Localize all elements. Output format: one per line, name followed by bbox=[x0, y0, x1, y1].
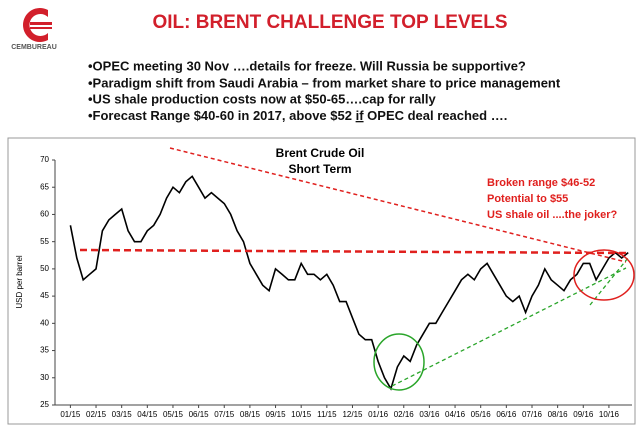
annotation: Potential to $55 bbox=[487, 193, 568, 205]
x-tick-label: 10/15 bbox=[291, 410, 312, 419]
y-tick-label: 25 bbox=[40, 400, 49, 409]
annotation-shapes bbox=[79, 147, 635, 391]
x-tick-label: 01/16 bbox=[368, 410, 389, 419]
x-tick-label: 06/16 bbox=[496, 410, 517, 419]
y-tick-label: 45 bbox=[40, 291, 49, 300]
x-tick-label: 04/15 bbox=[137, 410, 158, 419]
y-tick-label: 60 bbox=[40, 210, 49, 219]
x-tick-label: 11/15 bbox=[317, 410, 337, 419]
x-tick-label: 04/16 bbox=[445, 410, 466, 419]
x-tick-label: 10/16 bbox=[599, 410, 620, 419]
bullet: •Paradigm shift from Saudi Arabia – from… bbox=[88, 75, 561, 90]
bullet: •Forecast Range $40-60 in 2017, above $5… bbox=[88, 108, 507, 123]
x-tick-label: 08/16 bbox=[548, 410, 569, 419]
chart-subtitle: Short Term bbox=[288, 162, 351, 176]
x-tick-label: 05/15 bbox=[163, 410, 184, 419]
chart-title: Brent Crude Oil bbox=[276, 146, 365, 160]
bullet-part: OPEC deal reached …. bbox=[364, 108, 508, 123]
x-tick-label: 09/15 bbox=[266, 410, 287, 419]
y-axis-label: USD per barrel bbox=[15, 255, 24, 309]
logo-mark bbox=[23, 8, 52, 42]
annotation: Broken range $46-52 bbox=[487, 177, 595, 189]
slide-title: OIL: BRENT CHALLENGE TOP LEVELS bbox=[152, 12, 507, 33]
x-tick-label: 07/16 bbox=[522, 410, 543, 419]
chart-frame bbox=[7, 137, 636, 425]
x-tick-label: 01/15 bbox=[60, 410, 81, 419]
y-tick-label: 35 bbox=[40, 346, 49, 355]
bullet-part: •Forecast Range $40-60 in 2017, above $5… bbox=[88, 108, 356, 123]
x-tick-label: 05/16 bbox=[471, 410, 492, 419]
price-line bbox=[69, 175, 629, 391]
x-tick-label: 08/15 bbox=[240, 410, 261, 419]
x-tick-label: 03/15 bbox=[112, 410, 133, 419]
bullet: •OPEC meeting 30 Nov ….details for freez… bbox=[88, 58, 526, 73]
annotation: US shale oil ....the joker? bbox=[487, 209, 617, 221]
x-tick-label: 12/15 bbox=[342, 410, 363, 419]
y-tick-label: 65 bbox=[40, 182, 49, 191]
y-tick-label: 50 bbox=[40, 264, 49, 273]
x-tick-label: 06/15 bbox=[189, 410, 210, 419]
plot: 25 30 35 40 45 50 55 60 65 70 01/15 02/15 03/15 04/15… bbox=[40, 155, 632, 419]
y-tick-label: 70 bbox=[40, 155, 49, 164]
x-tick-label: 03/16 bbox=[419, 410, 440, 419]
bullet-emphasis: if bbox=[356, 108, 365, 123]
x-tick-label: 02/15 bbox=[86, 410, 107, 419]
bullet: •US shale production costs now at $50-65… bbox=[88, 91, 436, 106]
x-tick-label: 02/16 bbox=[394, 410, 415, 419]
x-tick-label: 07/15 bbox=[214, 410, 235, 419]
logo-text: CEMBUREAU bbox=[11, 44, 57, 51]
y-tick-label: 40 bbox=[40, 318, 49, 327]
y-tick-label: 55 bbox=[40, 237, 49, 246]
x-tick-label: 09/16 bbox=[573, 410, 594, 419]
y-tick-label: 30 bbox=[40, 373, 49, 382]
